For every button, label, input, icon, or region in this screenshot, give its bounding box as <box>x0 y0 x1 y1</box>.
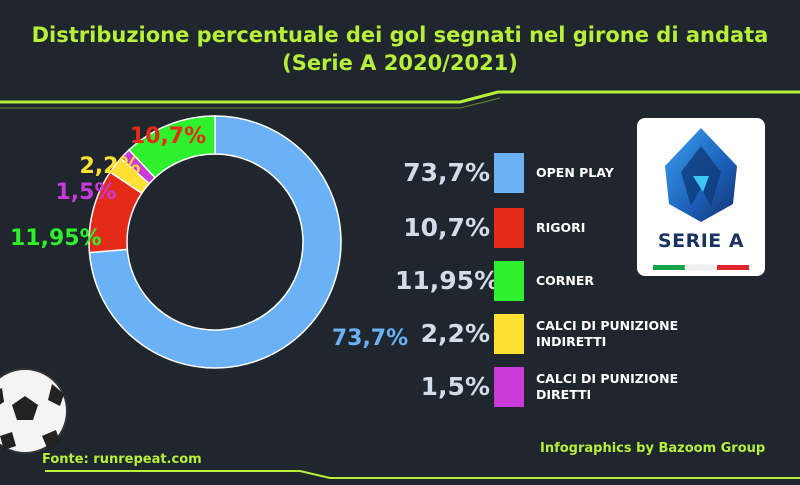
donut-chart: 73,7% 10,7% 11,95% 2,2%1,5% <box>10 115 408 369</box>
donut-data-label-1: 10,7% <box>130 124 206 149</box>
legend-swatch <box>494 208 524 248</box>
chart-subtitle: (Serie A 2020/2021) <box>282 51 518 75</box>
chart-title: Distribuzione percentuale dei gol segnat… <box>31 23 769 47</box>
legend-label: CALCI DI PUNIZIONE INDIRETTI <box>536 318 679 349</box>
legend-percentage: 10,7% <box>403 213 490 242</box>
legend-swatch <box>494 314 524 354</box>
donut-data-label-0: 73,7% <box>332 326 408 351</box>
serie-a-logo: SERIE A <box>637 118 765 276</box>
donut-data-label-4: 1,5% <box>55 180 116 205</box>
legend-label: CORNER <box>536 273 595 288</box>
legend-percentage: 11,95% <box>395 266 500 295</box>
football-icon <box>0 368 68 454</box>
legend-label: RIGORI <box>536 220 586 235</box>
legend-label: OPEN PLAY <box>536 165 614 180</box>
legend-percentage: 73,7% <box>403 158 490 187</box>
source-text: Fonte: runrepeat.com <box>42 452 202 467</box>
legend-percentage: 2,2% <box>420 319 490 348</box>
donut-slice-0 <box>88 115 342 369</box>
legend-swatch <box>494 261 524 301</box>
credit-text: Infographics by Bazoom Group <box>540 441 766 456</box>
donut-slice-2 <box>128 115 216 179</box>
legend-swatch <box>494 153 524 193</box>
legend-percentage: 1,5% <box>420 372 490 401</box>
donut-data-label-2: 11,95% <box>10 226 102 251</box>
bottom-accent-line <box>45 470 800 479</box>
serie-a-logo-graphic <box>653 128 749 271</box>
top-accent-line <box>0 90 800 104</box>
serie-a-logo-text: SERIE A <box>657 230 745 252</box>
legend-label: CALCI DI PUNIZIONE DIRETTI <box>536 371 679 402</box>
legend-swatch <box>494 367 524 407</box>
donut-data-label-3: 2,2% <box>79 154 140 179</box>
top-accent-line-thin <box>0 97 501 109</box>
